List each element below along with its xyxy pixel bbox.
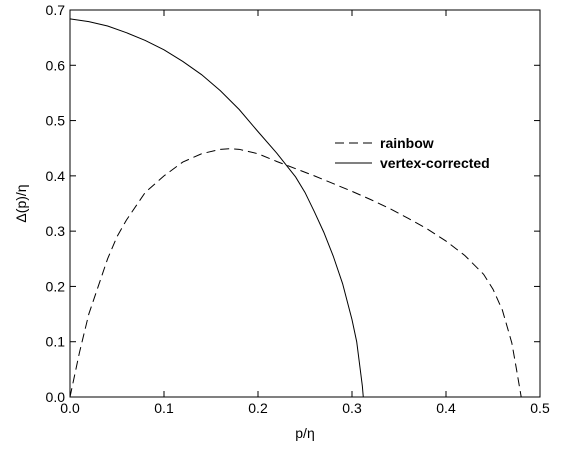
- series-lines: [69, 18, 522, 398]
- legend-label-vertex-corrected: vertex-corrected: [380, 155, 490, 171]
- legend-label-rainbow: rainbow: [380, 135, 434, 151]
- y-tick-label: 0.2: [46, 278, 66, 294]
- x-tick-label: 0.3: [342, 400, 362, 416]
- x-tick-label: 0.5: [530, 400, 550, 416]
- y-tick-label: 0.7: [46, 2, 66, 18]
- y-tick-label: 0.0: [46, 389, 66, 405]
- x-tick-label: 0.4: [436, 400, 456, 416]
- y-tick-label: 0.4: [46, 168, 66, 184]
- plot-frame: [69, 9, 541, 398]
- y-tick-label: 0.1: [46, 334, 66, 350]
- legend: rainbow vertex-corrected: [335, 135, 490, 171]
- y-axis-label: Δ(p)/η: [13, 184, 29, 222]
- x-axis-label: p/η: [295, 425, 314, 441]
- y-tick-label: 0.3: [46, 223, 66, 239]
- x-tick-label: 0.2: [248, 400, 268, 416]
- series-line-vertex-corrected: [69, 18, 364, 398]
- y-tick-label: 0.6: [46, 57, 66, 73]
- tick-marks: [69, 9, 541, 398]
- plot-area: [69, 9, 541, 398]
- y-tick-label: 0.5: [46, 113, 66, 129]
- tick-labels: 0.0 0.1 0.2 0.3 0.4 0.5 0.0 0.1 0.2 0.3 0.4 0.5 0.6 0…: [46, 2, 550, 416]
- series-line-rainbow: [69, 148, 522, 398]
- x-tick-label: 0.0: [60, 400, 80, 416]
- x-tick-label: 0.1: [154, 400, 174, 416]
